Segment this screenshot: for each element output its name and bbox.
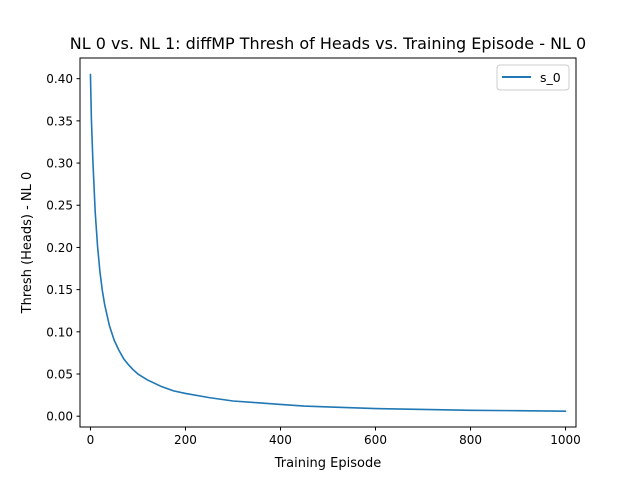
y-tick-label: 0.35 [46, 114, 73, 128]
y-tick-label: 0.00 [46, 410, 73, 424]
x-axis-label: Training Episode [274, 456, 381, 471]
legend-box [496, 64, 570, 91]
legend: s_0 [496, 64, 570, 91]
axes-frame [79, 57, 577, 428]
y-tick-label: 0.10 [46, 325, 73, 339]
x-tick-label: 400 [269, 433, 292, 447]
plot-area [89, 73, 567, 412]
chart-title: NL 0 vs. NL 1: diffMP Thresh of Heads vs… [70, 34, 586, 53]
series-line-s_0 [89, 73, 567, 412]
x-tick-label: 800 [459, 433, 482, 447]
y-tick-label: 0.05 [46, 368, 73, 382]
y-axis-label: Thresh (Heads) - NL 0 [20, 172, 35, 315]
y-tick-label: 0.40 [46, 72, 73, 86]
y-tick-label: 0.20 [46, 241, 73, 255]
y-tick-label: 0.25 [46, 199, 73, 213]
x-tick-label: 1000 [550, 433, 581, 447]
axis-ticks: 0 200 400 600 800 1000 0.00 0.05 0.10 0.15 0.20 0.2… [46, 72, 581, 447]
y-tick-label: 0.30 [46, 157, 73, 171]
x-tick-label: 0 [87, 433, 95, 447]
legend-label: s_0 [540, 70, 561, 85]
x-tick-label: 200 [174, 433, 197, 447]
x-tick-label: 600 [364, 433, 387, 447]
y-tick-label: 0.15 [46, 283, 73, 297]
